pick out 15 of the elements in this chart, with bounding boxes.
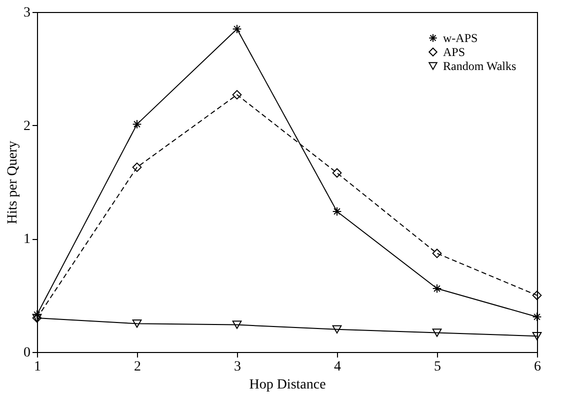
x-tick-label: 1 — [34, 360, 41, 374]
y-tick-label: 1 — [24, 232, 30, 248]
x-tick-label: 3 — [234, 360, 241, 374]
x-tick-label: 6 — [534, 360, 541, 374]
x-axis-title: Hop Distance — [249, 378, 326, 392]
x-tick-label: 2 — [134, 360, 141, 374]
legend-label: APS — [443, 45, 466, 59]
legend-label: w-APS — [443, 31, 478, 45]
x-tick-label: 5 — [434, 360, 441, 374]
y-tick-label: 3 — [24, 6, 30, 20]
legend-label: Random Walks — [443, 59, 516, 73]
y-axis-title: Hits per Query — [6, 140, 20, 224]
x-tick-label: 4 — [334, 360, 341, 374]
y-tick-label: 0 — [24, 346, 30, 360]
y-tick-label: 2 — [24, 118, 30, 134]
